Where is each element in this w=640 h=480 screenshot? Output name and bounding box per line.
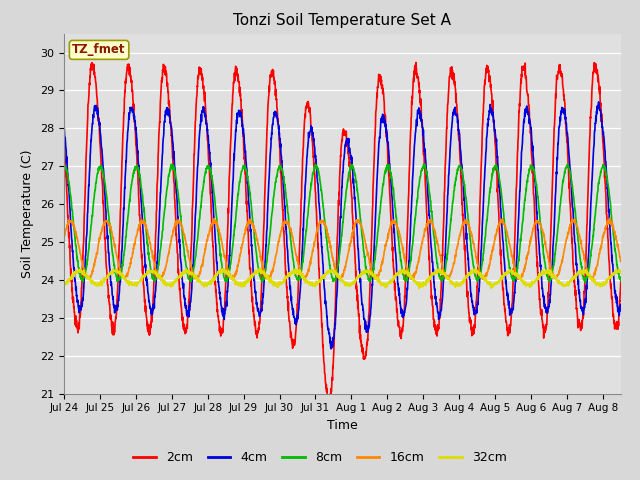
16cm (409, 272, 417, 278)
8cm (564, 161, 572, 167)
32cm (409, 278, 417, 284)
4cm (60, 123, 68, 129)
8cm (617, 278, 625, 284)
32cm (255, 265, 263, 271)
2cm (93, 92, 100, 97)
32cm (598, 283, 605, 289)
16cm (346, 243, 354, 249)
4cm (93, 106, 100, 112)
16cm (93, 251, 100, 257)
8cm (409, 241, 417, 247)
32cm (426, 276, 434, 282)
32cm (93, 282, 100, 288)
4cm (617, 301, 625, 307)
32cm (346, 281, 354, 287)
16cm (598, 240, 605, 246)
Title: Tonzi Soil Temperature Set A: Tonzi Soil Temperature Set A (234, 13, 451, 28)
2cm (60, 130, 68, 136)
16cm (532, 220, 540, 226)
4cm (598, 118, 605, 124)
8cm (60, 162, 68, 168)
32cm (415, 286, 423, 291)
32cm (617, 269, 625, 275)
2cm (346, 163, 354, 169)
X-axis label: Time: Time (327, 419, 358, 432)
16cm (60, 233, 68, 239)
Line: 16cm: 16cm (64, 218, 621, 280)
8cm (426, 192, 433, 197)
4cm (532, 185, 540, 191)
16cm (301, 277, 308, 283)
2cm (426, 276, 434, 281)
16cm (617, 259, 625, 264)
2cm (409, 85, 417, 91)
4cm (426, 223, 434, 228)
8cm (581, 279, 589, 285)
Y-axis label: Soil Temperature (C): Soil Temperature (C) (22, 149, 35, 278)
Line: 32cm: 32cm (64, 268, 621, 288)
2cm (598, 118, 605, 124)
2cm (326, 403, 334, 408)
Legend: 2cm, 4cm, 8cm, 16cm, 32cm: 2cm, 4cm, 8cm, 16cm, 32cm (128, 446, 512, 469)
32cm (60, 282, 68, 288)
4cm (595, 99, 602, 105)
2cm (532, 233, 540, 239)
16cm (426, 219, 434, 225)
Line: 8cm: 8cm (64, 164, 621, 282)
4cm (327, 346, 335, 352)
8cm (531, 174, 539, 180)
4cm (409, 172, 417, 178)
Line: 2cm: 2cm (64, 62, 621, 406)
8cm (598, 166, 605, 171)
16cm (606, 215, 614, 221)
8cm (346, 170, 353, 176)
4cm (346, 145, 354, 151)
Text: TZ_fmet: TZ_fmet (72, 43, 126, 56)
32cm (532, 277, 540, 283)
Line: 4cm: 4cm (64, 102, 621, 349)
2cm (617, 278, 625, 284)
2cm (412, 60, 420, 65)
8cm (93, 175, 100, 180)
